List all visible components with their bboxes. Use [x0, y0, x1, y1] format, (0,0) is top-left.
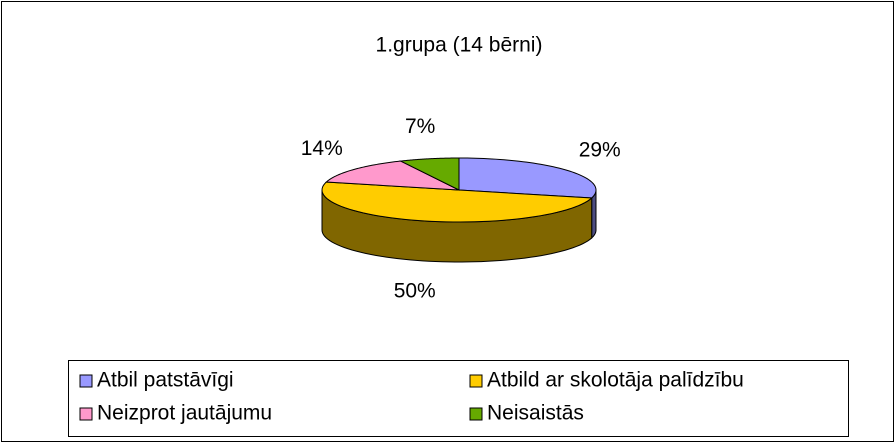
pie-slice	[325, 160, 460, 191]
legend-label: Atbild ar skolotāja palīdzību	[487, 369, 744, 392]
pie-slice	[398, 157, 460, 191]
pie-slice	[458, 157, 597, 199]
pie-slice	[321, 181, 594, 223]
data-label: 7%	[405, 115, 435, 138]
legend-label: Neisaistās	[487, 402, 584, 425]
legend-label: Neizprot jautājumu	[97, 402, 272, 425]
data-label: 14%	[301, 137, 343, 160]
legend-swatch	[79, 374, 93, 388]
legend-swatch	[79, 407, 93, 421]
legend-swatch	[469, 407, 483, 421]
data-label: 29%	[579, 138, 621, 161]
legend-swatch	[469, 374, 483, 388]
legend-frame	[68, 360, 849, 437]
data-label: 50%	[394, 280, 436, 303]
legend-label: Atbil patstāvīgi	[97, 369, 234, 392]
chart-title: 1.grupa (14 bērni)	[376, 34, 543, 57]
